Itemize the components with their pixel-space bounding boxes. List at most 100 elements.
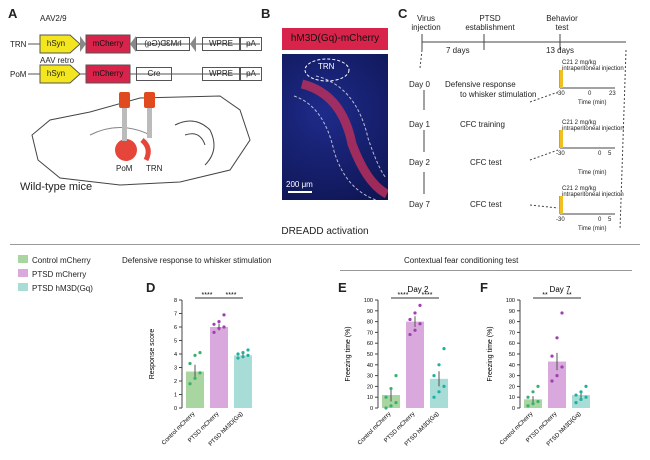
row-label-pom: PoM	[10, 70, 27, 79]
f-ytick-label: 30	[509, 374, 515, 380]
tick-2b: 0	[598, 151, 602, 157]
e-point	[408, 332, 412, 337]
panel-label-f: F	[480, 280, 488, 295]
task-day-1: CFC training	[460, 120, 505, 129]
f-ytick-label: 70	[509, 330, 515, 336]
d-point	[241, 351, 245, 355]
e-point	[432, 374, 436, 378]
d-point	[222, 313, 226, 317]
f-point	[579, 390, 583, 394]
e-ytick-label: 60	[367, 341, 373, 347]
e-ytick-label: 10	[367, 395, 373, 401]
panel-label-e: E	[338, 280, 347, 295]
legend-control: Control mCherry	[18, 254, 93, 268]
task-day-2: CFC test	[470, 158, 502, 167]
task-day-0: Defensive response	[445, 80, 516, 89]
d-ytick-label: 4	[174, 352, 177, 358]
d-bar	[234, 355, 252, 408]
f-point	[560, 311, 564, 315]
brain-label-trn: TRN	[146, 164, 163, 173]
f-point	[584, 384, 588, 388]
d-point	[241, 355, 245, 359]
f-ytick-label: 40	[509, 363, 515, 369]
panel-label-c: C	[398, 6, 408, 21]
e-ytick-label: 50	[367, 352, 373, 358]
e-point	[413, 328, 417, 332]
e-ytick-label: 90	[367, 309, 373, 315]
f-title: Day 7	[550, 285, 571, 294]
tick-2c: 5	[608, 151, 612, 157]
section-divider	[10, 244, 640, 245]
chart-freezing-day7: Day 7 0 10 20 30 40 50 60 70 80 90 100 Freezing time…	[487, 285, 590, 448]
panel-label-b: B	[261, 6, 271, 21]
e-point	[384, 406, 388, 410]
e-point	[394, 374, 398, 378]
e-point	[394, 401, 398, 405]
day-1-label: Day 1	[409, 120, 430, 129]
d-point	[188, 361, 192, 366]
d-ytick-label: 5	[174, 339, 177, 345]
row-label-trn: TRN	[10, 40, 27, 49]
trn-pa: pA	[240, 37, 262, 51]
virus-label-2: AAV retro	[40, 56, 75, 65]
d-point	[236, 352, 240, 356]
f-ytick-label: 20	[509, 384, 515, 390]
d-point	[193, 353, 197, 357]
d-ytick-label: 1	[174, 393, 177, 399]
d-ytick-label: 8	[174, 298, 177, 304]
mouse-label: Wild-type mice	[20, 181, 93, 193]
f-sig-label: **	[542, 292, 548, 299]
inj-label-1: C21 2 mg/kg intraperitoneal injection	[562, 60, 624, 72]
d-point	[198, 371, 202, 375]
panel-label-d: D	[146, 280, 156, 295]
day-0-label: Day 0	[409, 80, 430, 89]
d-point	[222, 325, 226, 329]
d-bar	[186, 371, 204, 408]
timeline-diagram	[419, 34, 627, 231]
time-label-3: Time (min)	[578, 226, 607, 232]
f-point	[536, 384, 540, 388]
timeline-interval-1: 7 days	[446, 46, 470, 55]
e-ytick-label: 30	[367, 374, 373, 380]
d-point	[198, 351, 202, 355]
f-ytick-label: 0	[512, 406, 515, 412]
e-ylabel: Freezing time (%)	[345, 326, 352, 381]
inj-label-3: C21 2 mg/kg intraperitoneal injection	[562, 186, 624, 198]
e-point	[389, 386, 393, 391]
subtitle-divider	[340, 270, 632, 271]
f-ytick-label: 60	[509, 341, 515, 347]
f-point	[579, 397, 583, 401]
f-ytick-label: 90	[509, 309, 515, 315]
d-ytick-label: 0	[174, 406, 177, 412]
f-point	[584, 395, 588, 399]
e-ytick-label: 80	[367, 320, 373, 326]
e-ytick-label: 70	[367, 330, 373, 336]
histology-title: hM3D(Gq)-mCherry	[282, 28, 388, 50]
f-ylabel: Freezing time (%)	[487, 326, 494, 381]
f-ytick-label: 10	[509, 395, 515, 401]
f-sig-label: **	[566, 292, 572, 299]
inj-label-2: C21 2 mg/kg intraperitoneal injection	[562, 120, 624, 132]
e-sig-label: ****	[398, 292, 409, 299]
e-point	[442, 347, 446, 351]
d-point	[217, 320, 221, 324]
f-point	[574, 393, 578, 397]
tick-3c: 5	[608, 217, 612, 223]
e-point	[408, 317, 412, 322]
e-ytick-label: 20	[367, 384, 373, 390]
pom-reporter: mCherry	[92, 69, 124, 78]
f-point	[560, 365, 564, 369]
f-point	[536, 399, 540, 404]
tick-2a: -30	[556, 151, 565, 157]
e-point	[384, 395, 388, 399]
e-ytick-label: 40	[367, 363, 373, 369]
trn-promoter: hSyn	[46, 39, 66, 48]
trn-reporter: mCherry	[92, 39, 124, 48]
tick-3b: 0	[598, 217, 602, 223]
brain-label-pom: PoM	[116, 164, 133, 173]
subtitle-ef: Contextual fear conditioning test	[404, 256, 519, 265]
timeline-behavior: Behavior test	[546, 14, 578, 32]
section-title: DREADD activation	[281, 226, 369, 237]
trn-wpre: WPRE	[202, 37, 240, 51]
